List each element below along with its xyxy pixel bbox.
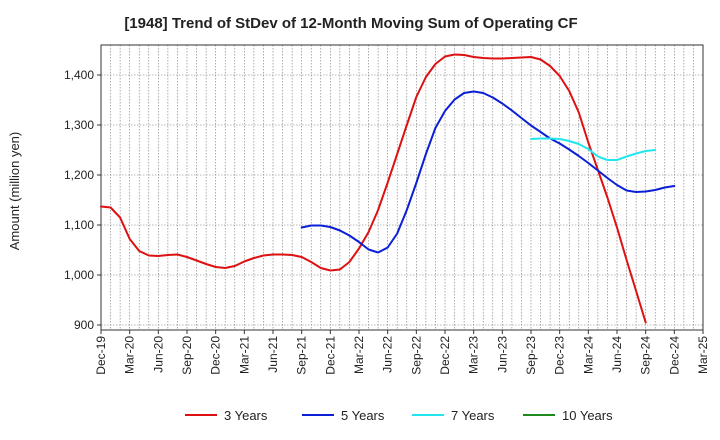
x-axis-ticks: Dec-19 Mar-20 Jun-20 Sep-20 Dec-20 Mar-21 Jun-… <box>94 330 710 375</box>
legend-label: 5 Years <box>341 408 385 423</box>
x-tick-label: Mar-22 <box>352 336 366 374</box>
y-tick-label: 1,100 <box>64 218 94 232</box>
x-tick-label: Sep-24 <box>639 336 653 375</box>
x-tick-label: Mar-21 <box>237 336 251 374</box>
x-tick-label: Mar-20 <box>123 336 137 374</box>
x-tick-label: Dec-19 <box>94 336 108 375</box>
x-tick-label: Sep-21 <box>295 336 309 375</box>
series-lines <box>100 53 676 324</box>
y-tick-label: 1,200 <box>64 168 94 182</box>
y-tick-label: 1,400 <box>64 68 94 82</box>
x-tick-label: Jun-20 <box>151 336 165 373</box>
x-tick-label: Jun-21 <box>266 336 280 373</box>
x-tick-label: Sep-20 <box>180 336 194 375</box>
legend-label: 3 Years <box>224 408 268 423</box>
series-line <box>300 90 676 254</box>
legend-label: 10 Years <box>562 408 613 423</box>
x-tick-label: Jun-24 <box>610 336 624 373</box>
y-tick-label: 1,300 <box>64 118 94 132</box>
series-line <box>530 137 657 161</box>
y-axis-ticks: 900 1,000 1,100 1,200 1,300 1,400 <box>64 68 101 332</box>
x-tick-label: Dec-20 <box>209 336 223 375</box>
grid <box>101 45 703 330</box>
x-tick-label: Jun-22 <box>381 336 395 373</box>
x-tick-label: Dec-23 <box>553 336 567 375</box>
y-tick-label: 1,000 <box>64 268 94 282</box>
y-axis-label: Amount (million yen) <box>7 132 22 251</box>
series-line <box>100 53 647 324</box>
legend-label: 7 Years <box>451 408 495 423</box>
x-tick-label: Sep-23 <box>524 336 538 375</box>
x-tick-label: Mar-24 <box>581 336 595 374</box>
x-tick-label: Dec-24 <box>667 336 681 375</box>
plot-frame <box>100 44 704 331</box>
chart-title: [1948] Trend of StDev of 12-Month Moving… <box>124 15 577 32</box>
x-tick-label: Dec-22 <box>438 336 452 375</box>
x-tick-label: Mar-23 <box>467 336 481 374</box>
x-tick-label: Mar-25 <box>696 336 710 374</box>
legend: 3 Years 5 Years 7 Years 10 Years <box>185 408 613 423</box>
x-tick-label: Dec-21 <box>323 336 337 375</box>
x-tick-label: Jun-23 <box>495 336 509 373</box>
y-tick-label: 900 <box>74 318 94 332</box>
x-tick-label: Sep-22 <box>409 336 423 375</box>
